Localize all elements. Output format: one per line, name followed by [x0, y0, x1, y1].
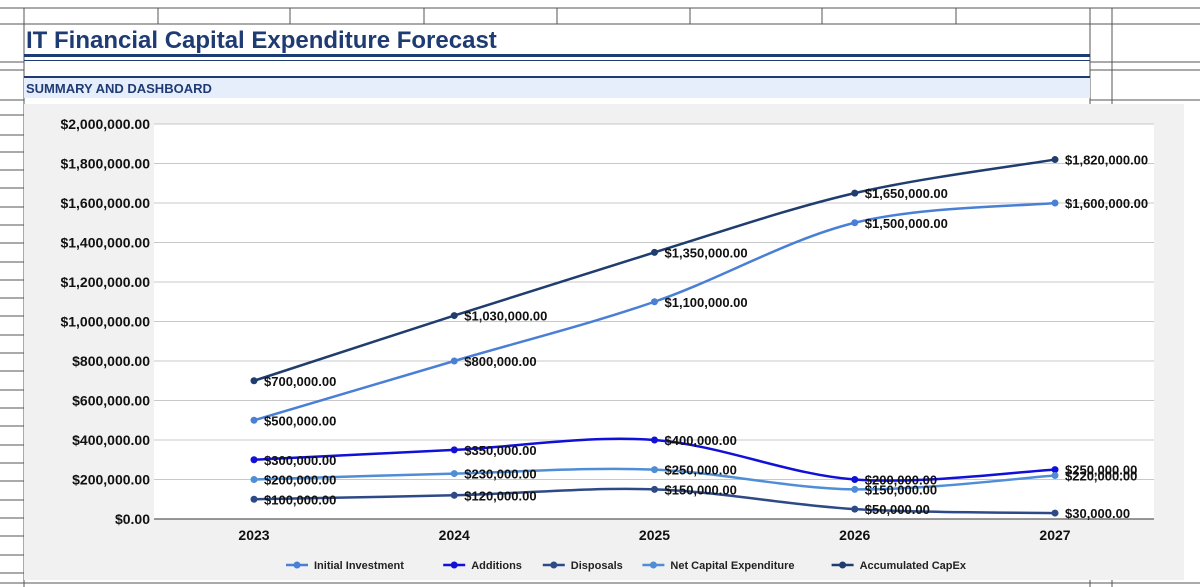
data-point: [1051, 466, 1059, 474]
y-tick-label: $600,000.00: [72, 393, 150, 409]
data-label: $1,500,000.00: [865, 216, 948, 231]
data-label: $50,000.00: [865, 502, 930, 517]
y-axis-tick-labels: $0.00 $200,000.00 $400,000.00 $600,000.00 $8…: [60, 116, 150, 527]
y-tick-label: $0.00: [115, 511, 150, 527]
data-label: $230,000.00: [464, 467, 536, 482]
legend-swatch-marker: [649, 561, 657, 569]
data-point: [450, 491, 458, 499]
data-label: $250,000.00: [1065, 463, 1137, 478]
legend-label: Accumulated CapEx: [860, 560, 967, 572]
data-label: $500,000.00: [264, 413, 336, 428]
data-point: [651, 248, 658, 256]
data-label: $300,000.00: [264, 453, 336, 468]
data-point: [851, 219, 859, 227]
legend-label: Initial Investment: [314, 560, 404, 572]
x-tick-label: 2024: [439, 527, 470, 543]
y-tick-label: $1,800,000.00: [60, 156, 150, 172]
data-point: [1051, 509, 1059, 517]
data-label: $1,100,000.00: [665, 295, 748, 310]
x-tick-label: 2023: [238, 527, 269, 543]
data-point: [250, 416, 258, 424]
section-title: SUMMARY AND DASHBOARD: [26, 81, 212, 96]
title-underline: [24, 54, 1090, 57]
data-point: [1051, 472, 1059, 480]
data-labels: $500,000.00 $800,000.00 $1,100,000.00 $1,50…: [264, 153, 1148, 522]
x-tick-label: 2025: [639, 527, 670, 543]
data-label: $30,000.00: [1065, 506, 1130, 521]
data-label: $250,000.00: [665, 463, 737, 478]
capex-line-chart: $0.00 $200,000.00 $400,000.00 $600,000.00 $8…: [60, 116, 1154, 572]
data-label: $150,000.00: [665, 482, 737, 497]
data-label: $700,000.00: [264, 374, 336, 389]
section-header: SUMMARY AND DASHBOARD: [24, 76, 1090, 98]
data-point: [450, 470, 458, 478]
data-point: [250, 456, 258, 464]
legend-swatch-marker: [550, 561, 558, 569]
data-label: $1,650,000.00: [865, 186, 948, 201]
data-point: [651, 298, 658, 306]
data-point: [851, 505, 859, 513]
data-label: $150,000.00: [865, 482, 937, 497]
data-point: [250, 495, 258, 503]
data-label: $200,000.00: [264, 473, 336, 488]
data-label: $220,000.00: [1065, 469, 1137, 484]
series-points: [250, 156, 1059, 517]
data-point: [851, 189, 859, 197]
y-tick-label: $1,600,000.00: [60, 195, 150, 211]
data-point: [1051, 199, 1059, 207]
legend-swatch-marker: [839, 561, 847, 569]
data-point: [851, 485, 859, 493]
x-tick-label: 2026: [839, 527, 870, 543]
data-point: [450, 312, 458, 320]
data-point: [450, 357, 458, 365]
data-label: $400,000.00: [665, 433, 737, 448]
data-label: $200,000.00: [865, 473, 937, 488]
y-tick-label: $2,000,000.00: [60, 116, 150, 132]
x-tick-label: 2027: [1039, 527, 1070, 543]
data-point: [651, 485, 658, 493]
y-tick-label: $1,000,000.00: [60, 314, 150, 330]
title-underline-thin: [24, 60, 1090, 61]
chart-legend: Initial Investment Additions Disposals Net …: [286, 560, 967, 572]
data-point: [651, 466, 658, 474]
data-point: [1051, 156, 1059, 164]
data-label: $800,000.00: [464, 354, 536, 369]
y-tick-label: $200,000.00: [72, 472, 150, 488]
chart-panel: $0.00 $200,000.00 $400,000.00 $600,000.00 $8…: [24, 104, 1184, 580]
legend-label: Net Capital Expenditure: [670, 560, 794, 572]
data-label: $1,820,000.00: [1065, 153, 1148, 168]
data-point: [250, 476, 258, 483]
y-tick-label: $1,200,000.00: [60, 274, 150, 290]
data-point: [450, 446, 458, 454]
legend-label: Disposals: [571, 560, 623, 572]
y-tick-label: $800,000.00: [72, 353, 150, 369]
page-title: IT Financial Capital Expenditure Forecas…: [26, 27, 497, 54]
y-tick-label: $400,000.00: [72, 432, 150, 448]
y-tick-label: $1,400,000.00: [60, 235, 150, 251]
data-label: $1,600,000.00: [1065, 196, 1148, 211]
legend-swatch-marker: [293, 561, 301, 569]
data-label: $1,350,000.00: [665, 245, 748, 260]
data-point: [651, 436, 658, 444]
data-label: $350,000.00: [464, 443, 536, 458]
legend-label: Additions: [471, 560, 522, 572]
data-point: [250, 377, 258, 385]
x-axis-tick-labels: 2023 2024 2025 2026 2027: [238, 527, 1070, 543]
data-label: $120,000.00: [464, 488, 536, 503]
data-point: [851, 476, 859, 483]
data-label: $1,030,000.00: [464, 309, 547, 324]
data-label: $100,000.00: [264, 492, 336, 507]
legend-swatch-marker: [450, 561, 458, 569]
